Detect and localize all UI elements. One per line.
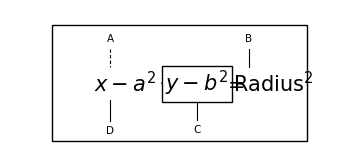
Text: A: A	[107, 34, 114, 44]
Text: D: D	[106, 126, 114, 136]
Text: $\mathrm{Radius}^2$: $\mathrm{Radius}^2$	[233, 71, 313, 96]
Text: $+$: $+$	[159, 74, 176, 94]
Text: B: B	[245, 34, 252, 44]
Text: $=$: $=$	[223, 74, 244, 94]
Text: $y - b^2$: $y - b^2$	[166, 69, 229, 98]
Text: $x - a^2$: $x - a^2$	[94, 71, 156, 96]
Text: C: C	[193, 125, 201, 135]
